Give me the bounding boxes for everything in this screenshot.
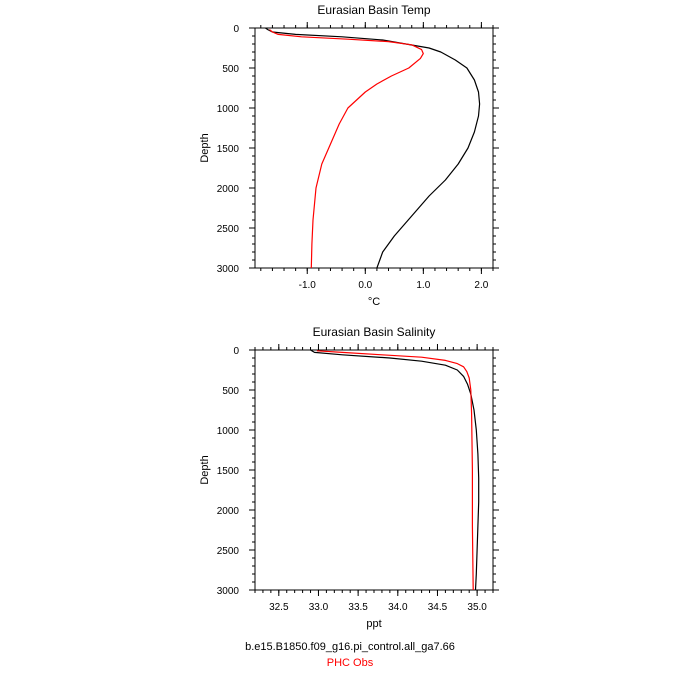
y-tick-label: 500 <box>222 386 239 397</box>
chart-panel-0: Eurasian Basin Temp °C Depth -1.0 0.0 1.0 2.0 0… <box>199 3 499 308</box>
y-tick-label: 500 <box>222 64 239 75</box>
y-tick-label: 3000 <box>217 264 240 275</box>
chart-panel-1: Eurasian Basin Salinity ppt Depth 32.5 33.0 3… <box>199 325 499 630</box>
y-tick-label: 2000 <box>217 184 240 195</box>
x-tick-label: 34.0 <box>388 602 408 613</box>
y-tick-label: 2500 <box>217 224 240 235</box>
y-tick-label: 1500 <box>217 144 240 155</box>
x-tick-label: 32.5 <box>269 602 289 613</box>
x-tick-label: 33.0 <box>309 602 329 613</box>
x-tick-label: 34.5 <box>428 602 448 613</box>
y-tick-label: 2000 <box>217 506 240 517</box>
y-axis-label: Depth <box>199 455 211 484</box>
x-tick-label: 35.0 <box>467 602 487 613</box>
x-axis-label: ppt <box>366 618 381 630</box>
x-tick-label: -1.0 <box>299 280 317 291</box>
plot-frame <box>254 27 494 269</box>
x-tick-label: 33.5 <box>348 602 368 613</box>
plot-frame <box>254 349 494 591</box>
chart-title: Eurasian Basin Temp <box>317 3 431 17</box>
y-tick-label: 0 <box>233 346 239 357</box>
x-tick-label: 1.0 <box>416 280 430 291</box>
y-tick-label: 1000 <box>217 426 240 437</box>
model-series-line <box>265 28 481 268</box>
y-tick-label: 1000 <box>217 104 240 115</box>
obs-series-line <box>269 29 424 268</box>
legend-obs-label: PHC Obs <box>326 657 374 669</box>
model-series-line <box>310 350 480 590</box>
y-axis-label: Depth <box>199 133 211 162</box>
obs-series-line <box>316 350 474 590</box>
x-axis-label: °C <box>368 296 380 308</box>
y-tick-label: 2500 <box>217 546 240 557</box>
y-tick-label: 3000 <box>217 586 240 597</box>
x-tick-label: 0.0 <box>358 280 372 291</box>
y-tick-label: 1500 <box>217 466 240 477</box>
legend-model-label: b.e15.B1850.f09_g16.pi_control.all_ga7.6… <box>245 641 455 653</box>
y-tick-label: 0 <box>233 24 239 35</box>
x-tick-label: 2.0 <box>474 280 488 291</box>
chart-title: Eurasian Basin Salinity <box>313 325 436 339</box>
